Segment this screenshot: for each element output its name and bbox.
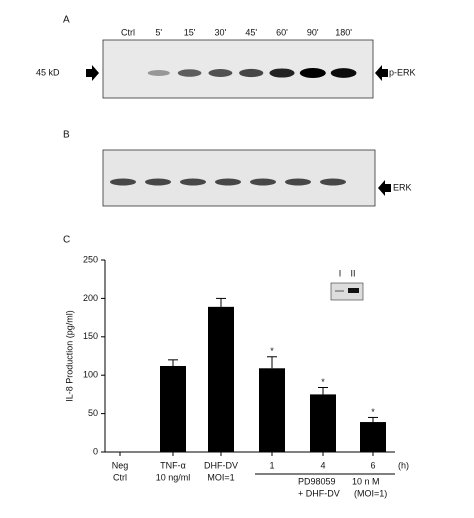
inset-gel: [330, 282, 364, 301]
error-bar: [318, 386, 328, 395]
group-label: + DHF-DV: [298, 488, 340, 498]
lane-label: 5': [155, 27, 162, 37]
band: [145, 178, 171, 186]
y-tick-label: 0: [93, 446, 98, 456]
x-sublabel: Ctrl: [113, 472, 127, 482]
band: [250, 178, 276, 186]
lane-label: 45': [245, 27, 257, 37]
lane-label: Ctrl: [121, 27, 135, 37]
dose-label: (MOI=1): [354, 488, 387, 498]
y-axis-title: IL-8 Production (pg/ml): [64, 310, 74, 402]
blot-membrane: [102, 39, 374, 99]
band: [269, 68, 295, 78]
arrow: [86, 65, 99, 81]
band: [177, 69, 202, 77]
significance: *: [270, 346, 274, 356]
x-sublabel: MOI=1: [207, 472, 234, 482]
inset-band: [348, 288, 359, 293]
band: [180, 178, 206, 186]
band: [147, 69, 170, 77]
arrow: [378, 180, 391, 196]
y-tick-label: 200: [83, 293, 98, 303]
target-label: p-ERK: [389, 67, 416, 77]
inset-band: [335, 290, 344, 292]
bar: [208, 306, 234, 452]
y-tick-label: 150: [83, 331, 98, 341]
band: [320, 178, 346, 186]
dose-label: 10 n M: [352, 476, 380, 486]
lane-label: 30': [215, 27, 227, 37]
y-tick-label: 250: [83, 254, 98, 264]
x-sublabel: 10 ng/ml: [156, 472, 191, 482]
band: [299, 68, 326, 78]
lane-label: 90': [307, 27, 319, 37]
inset-label: II: [350, 268, 355, 278]
bar: [310, 394, 336, 452]
inset-label: I: [339, 268, 342, 278]
target-label: ERK: [393, 182, 412, 192]
error-bar: [216, 297, 226, 307]
marker-label: 45 kD: [36, 67, 60, 77]
panel-label: A: [63, 15, 70, 26]
blot-membrane: [102, 149, 376, 207]
significance: *: [321, 377, 325, 387]
band: [110, 178, 136, 186]
band: [285, 178, 311, 186]
band: [330, 68, 357, 78]
x-tick-label: 1: [269, 460, 274, 470]
y-tick-label: 50: [88, 408, 98, 418]
x-tick-label: Neg: [112, 460, 129, 470]
x-tick-label: TNF-α: [160, 460, 186, 470]
bar: [259, 368, 285, 452]
error-bar: [368, 416, 378, 423]
arrow: [375, 65, 388, 81]
bar: [160, 365, 186, 452]
panel-label: C: [63, 235, 70, 246]
significance: *: [371, 407, 375, 417]
lane-label: 60': [276, 27, 288, 37]
band: [215, 178, 241, 186]
error-bar: [168, 359, 178, 366]
x-tick-label: 4: [320, 460, 325, 470]
y-tick-label: 100: [83, 370, 98, 380]
lane-label: 180': [335, 27, 352, 37]
x-tick-label: DHF-DV: [204, 460, 238, 470]
x-tick-label: 6: [370, 460, 375, 470]
time-unit: (h): [398, 460, 409, 470]
lane-label: 15': [184, 27, 196, 37]
band: [239, 68, 264, 78]
group-label: PD98059: [298, 476, 336, 486]
error-bar: [267, 356, 277, 369]
bar: [360, 422, 386, 452]
panel-label: B: [63, 130, 70, 141]
band: [208, 69, 233, 77]
